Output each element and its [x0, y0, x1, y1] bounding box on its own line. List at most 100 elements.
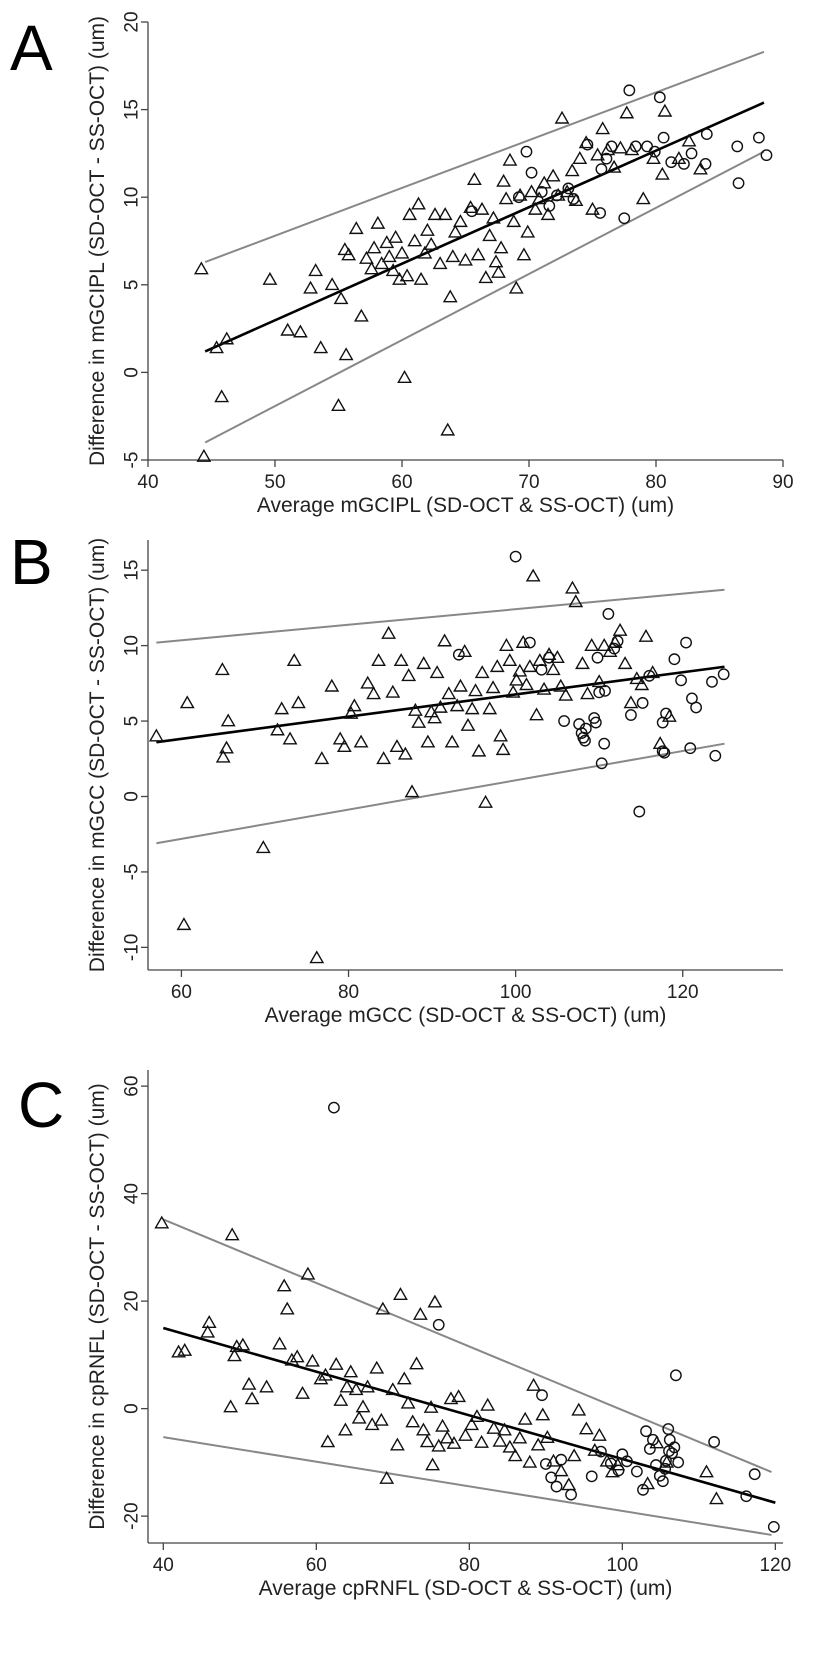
- data-point-triangle: [474, 201, 490, 215]
- data-point-circle: [666, 1447, 678, 1460]
- data-point-triangle: [451, 1389, 467, 1403]
- data-point-triangle: [338, 347, 354, 361]
- data-point-triangle: [348, 221, 364, 235]
- panel-c: C 40 60 80 100 120 -20 0 20 40 60 Average cpRNFL (…: [0, 1055, 838, 1648]
- data-point-triangle: [366, 240, 382, 254]
- data-point-triangle: [469, 1409, 485, 1423]
- data-point-circle: [600, 152, 613, 165]
- chart-a: 40 50 60 70 80 90 -5 0 5 10 15 20 Average mGCIPL (SD…: [86, 11, 794, 517]
- data-point-triangle: [148, 728, 164, 742]
- data-point-circle: [680, 636, 692, 649]
- data-point-triangle: [482, 701, 498, 715]
- data-point-triangle: [427, 710, 442, 724]
- data-point-triangle: [420, 734, 436, 748]
- data-point-triangle: [471, 743, 487, 757]
- data-point-circle: [678, 158, 690, 170]
- data-point-triangle: [506, 214, 522, 228]
- data-point-circle: [760, 149, 773, 162]
- y-axis-label: Difference in mGCC (SD-OCT - SS-OCT) (um…: [86, 538, 109, 972]
- data-point-triangle: [423, 1399, 439, 1413]
- data-point-triangle: [442, 289, 458, 303]
- panel-letter-c: C: [18, 1069, 65, 1141]
- data-point-triangle: [652, 736, 668, 750]
- data-point-circle: [672, 1456, 685, 1469]
- limit-line: [163, 1436, 772, 1536]
- data-point-triangle: [416, 656, 432, 670]
- y-tick-label: 20: [122, 11, 143, 32]
- data-point-triangle: [499, 638, 514, 651]
- data-point-triangle: [223, 1399, 239, 1413]
- data-point-triangle: [227, 1348, 242, 1362]
- data-point-circle: [663, 1433, 676, 1446]
- x-tick-label: 80: [645, 472, 666, 493]
- x-axis-label: Average cpRNFL (SD-OCT & SS-OCT) (um): [259, 1577, 673, 1600]
- data-point-circle: [595, 757, 608, 770]
- data-point-circle: [700, 128, 713, 141]
- data-point-triangle: [351, 1410, 367, 1424]
- data-point-triangle: [460, 717, 476, 731]
- data-point-triangle: [659, 1454, 675, 1468]
- data-point-triangle: [333, 291, 349, 305]
- data-point-circle: [748, 1468, 761, 1481]
- data-point-triangle: [313, 340, 329, 354]
- panel-letter-b: B: [10, 526, 53, 598]
- data-point-triangle: [376, 751, 392, 765]
- data-point-triangle: [179, 695, 195, 709]
- x-tick-label: 60: [391, 472, 412, 493]
- data-point-circle: [637, 1483, 649, 1496]
- data-point-triangle: [272, 1336, 287, 1350]
- fit-line: [162, 1326, 776, 1504]
- data-point-triangle: [348, 1382, 364, 1396]
- data-point-circle: [595, 163, 608, 176]
- data-point-triangle: [491, 264, 506, 278]
- data-point-triangle: [515, 634, 531, 648]
- x-axis-label: Average mGCIPL (SD-OCT & SS-OCT) (um): [257, 494, 674, 517]
- data-point-triangle: [303, 280, 318, 294]
- data-point-triangle: [393, 1287, 408, 1301]
- y-tick-label: 15: [122, 560, 143, 581]
- limit-line: [204, 150, 765, 444]
- data-point-circle: [717, 668, 730, 681]
- data-point-triangle: [374, 256, 390, 270]
- data-point-circle: [535, 186, 548, 198]
- data-point-triangle: [453, 214, 468, 228]
- data-point-triangle: [373, 1412, 389, 1426]
- data-point-triangle: [429, 665, 445, 679]
- data-point-triangle: [375, 1301, 391, 1315]
- data-point-triangle: [259, 1379, 274, 1393]
- data-point-triangle: [224, 1227, 240, 1241]
- data-point-triangle: [393, 653, 409, 667]
- data-point-triangle: [492, 1433, 508, 1447]
- data-point-triangle: [464, 701, 480, 715]
- data-point-triangle: [369, 1360, 385, 1374]
- data-point-triangle: [209, 340, 224, 354]
- data-point-circle: [555, 1453, 568, 1466]
- data-point-triangle: [176, 917, 192, 931]
- data-point-triangle: [638, 628, 654, 642]
- data-point-triangle: [502, 1439, 518, 1453]
- data-point-triangle: [486, 1420, 502, 1434]
- data-point-triangle: [606, 159, 622, 173]
- data-point-triangle: [411, 196, 426, 210]
- data-point-triangle: [328, 1356, 344, 1370]
- data-point-triangle: [564, 163, 580, 177]
- data-point-triangle: [497, 1422, 512, 1436]
- data-point-circle: [669, 1369, 682, 1382]
- data-point-triangle: [590, 147, 605, 161]
- data-point-circle: [740, 1490, 753, 1503]
- data-point-circle: [648, 145, 661, 158]
- data-point-triangle: [314, 751, 330, 765]
- data-point-triangle: [214, 662, 230, 676]
- data-point-triangle: [219, 331, 235, 345]
- data-point-triangle: [355, 1399, 371, 1413]
- data-point-triangle: [440, 422, 456, 436]
- x-tick-label: 70: [518, 472, 539, 493]
- data-point-triangle: [482, 228, 498, 242]
- data-point-triangle: [409, 1356, 424, 1370]
- data-point-triangle: [331, 398, 346, 412]
- data-point-circle: [647, 1433, 659, 1446]
- data-point-triangle: [529, 707, 544, 721]
- data-point-triangle: [568, 594, 584, 608]
- data-point-triangle: [520, 224, 536, 238]
- data-point-triangle: [353, 734, 369, 748]
